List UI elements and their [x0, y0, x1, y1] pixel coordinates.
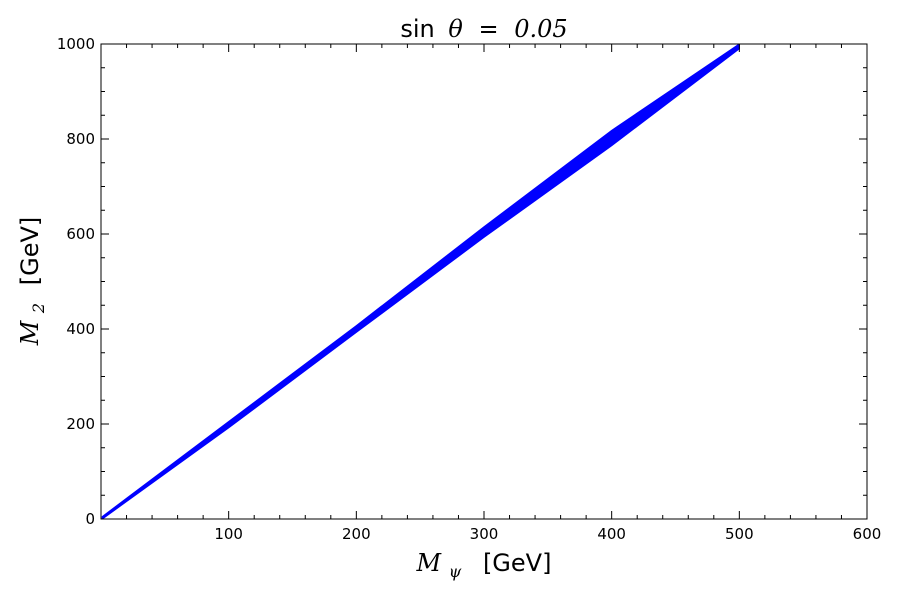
x-axis-subscript: ψ — [449, 562, 462, 581]
x-tick-label: 200 — [342, 525, 371, 543]
x-tick-label: 100 — [214, 525, 243, 543]
x-axis-symbol: M — [416, 549, 443, 577]
title-value: 0.05 — [514, 15, 567, 43]
title-symbol: θ — [448, 15, 463, 43]
x-tick-label: 600 — [853, 525, 882, 543]
y-tick-label: 200 — [66, 415, 95, 433]
x-tick-label: 500 — [725, 525, 754, 543]
y-axis-label: M 2 [GeV] — [16, 217, 50, 347]
y-axis-unit: [GeV] — [16, 217, 44, 286]
y-tick-label: 800 — [66, 130, 95, 148]
chart-title: sin θ = 0.05 — [400, 15, 567, 43]
plot-frame — [100, 43, 868, 520]
y-axis-symbol: M — [16, 319, 44, 346]
x-tick-label: 400 — [597, 525, 626, 543]
y-tick-label: 1000 — [57, 35, 95, 53]
y-tick-label: 600 — [66, 225, 95, 243]
x-tick-label: 300 — [470, 525, 499, 543]
x-axis-label: M ψ [GeV] — [416, 549, 552, 583]
x-axis-unit: [GeV] — [483, 549, 552, 577]
title-equals: = — [478, 15, 498, 43]
band-series-0 — [101, 44, 740, 519]
title-prefix: sin — [400, 15, 434, 43]
y-tick-label: 0 — [85, 510, 95, 528]
plot-area: 100 200 300 400 500 600 0 200 400 600 800 1000 — [57, 35, 882, 543]
y-tick-label: 400 — [66, 320, 95, 338]
y-axis-subscript: 2 — [29, 303, 48, 314]
